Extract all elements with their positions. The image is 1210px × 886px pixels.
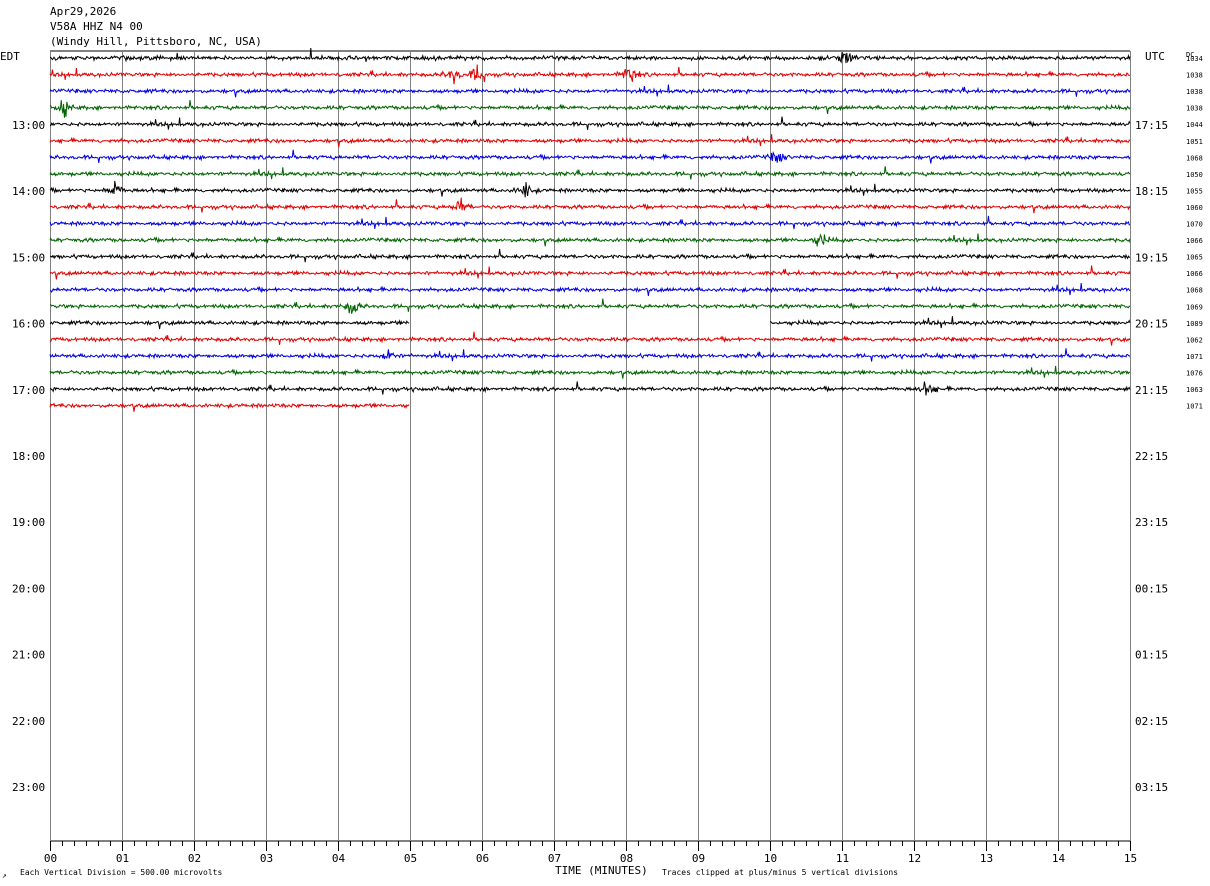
dc-offset-label: 1044 <box>1186 121 1203 129</box>
x-tick-label: 04 <box>332 852 346 865</box>
seismic-trace <box>50 197 1131 214</box>
dc-offset-label: 1034 <box>1186 55 1203 63</box>
dc-offset-label: 1066 <box>1186 237 1203 245</box>
seismic-trace <box>49 149 1131 164</box>
x-tick-label: 01 <box>116 852 129 865</box>
clip-note: Traces clipped at plus/minus 5 vertical … <box>662 868 898 877</box>
label-layer: EDT UTC DC TIME (MINUTES) Each Vertical … <box>0 50 1203 880</box>
seismic-trace <box>49 365 1130 379</box>
seismic-trace <box>50 116 1131 130</box>
seismic-trace <box>50 298 1131 314</box>
scale-note: Each Vertical Division = 500.00 microvol… <box>20 868 222 877</box>
seismic-trace <box>49 99 1131 118</box>
left-hour-label: 17:00 <box>12 384 45 397</box>
x-tick-label: 00 <box>44 852 57 865</box>
dc-offset-label: 1066 <box>1186 270 1203 278</box>
left-hour-label: 16:00 <box>12 318 45 331</box>
right-hour-label: 23:15 <box>1135 516 1168 529</box>
x-tick-label: 08 <box>620 852 633 865</box>
x-tick-label: 10 <box>764 852 777 865</box>
dc-offset-label: 1050 <box>1186 171 1203 179</box>
left-zone-label: EDT <box>0 50 20 63</box>
left-hour-label: 22:00 <box>12 715 45 728</box>
dc-offset-label: 1068 <box>1186 287 1203 295</box>
left-hour-label: 20:00 <box>12 582 45 595</box>
header-station: V58A HHZ N4 00 <box>50 20 143 33</box>
seismic-trace <box>49 331 1131 346</box>
seismic-trace <box>49 248 1131 263</box>
seismic-trace <box>49 348 1131 362</box>
seismic-trace <box>49 166 1131 180</box>
seismic-trace <box>49 84 1131 98</box>
seismic-trace <box>49 319 410 330</box>
x-tick-label: 05 <box>404 852 417 865</box>
x-tick-label: 11 <box>836 852 849 865</box>
dc-offset-label: 1070 <box>1186 221 1203 229</box>
x-tick-label: 14 <box>1052 852 1066 865</box>
x-tick-label: 03 <box>260 852 273 865</box>
seismic-trace <box>770 316 1131 329</box>
seismic-trace <box>49 381 1131 396</box>
right-hour-label: 20:15 <box>1135 318 1168 331</box>
x-axis-title: TIME (MINUTES) <box>555 864 648 877</box>
right-hour-label: 17:15 <box>1135 119 1168 132</box>
seismic-trace <box>49 64 1131 85</box>
right-hour-label: 01:15 <box>1135 649 1168 662</box>
left-hour-label: 23:00 <box>12 781 45 794</box>
seismic-trace <box>49 401 410 412</box>
left-hour-label: 21:00 <box>12 649 45 662</box>
dc-offset-label: 1071 <box>1186 403 1203 411</box>
left-hour-label: 14:00 <box>12 185 45 198</box>
grid-layer <box>50 50 1131 851</box>
right-hour-label: 02:15 <box>1135 715 1168 728</box>
seismic-trace <box>49 265 1131 280</box>
right-hour-label: 00:15 <box>1135 582 1168 595</box>
trace-layer <box>49 47 1131 412</box>
right-hour-label: 18:15 <box>1135 185 1168 198</box>
dc-offset-label: 1089 <box>1186 320 1203 328</box>
dc-offset-label: 1068 <box>1186 154 1203 162</box>
right-hour-label: 19:15 <box>1135 251 1168 264</box>
dc-offset-label: 1069 <box>1186 303 1203 311</box>
x-tick-label: 13 <box>980 852 993 865</box>
dc-offset-label: 1062 <box>1186 336 1203 344</box>
dc-label: DC <box>1186 51 1194 59</box>
dc-offset-label: 1038 <box>1186 88 1203 96</box>
left-hour-label: 13:00 <box>12 119 45 132</box>
x-tick-label: 02 <box>188 852 201 865</box>
dc-offset-label: 1038 <box>1186 72 1203 80</box>
dc-offset-label: 1055 <box>1186 187 1203 195</box>
header-date: Apr29,2026 <box>50 5 117 18</box>
seismic-trace <box>49 134 1131 148</box>
x-tick-label: 12 <box>908 852 921 865</box>
seismic-trace <box>49 233 1131 247</box>
left-hour-label: 19:00 <box>12 516 45 529</box>
right-hour-label: 03:15 <box>1135 781 1168 794</box>
seismic-trace <box>49 180 1131 198</box>
right-hour-label: 22:15 <box>1135 450 1168 463</box>
dc-offset-label: 1076 <box>1186 369 1203 377</box>
seismic-trace <box>49 215 1131 230</box>
x-tick-label: 15 <box>1124 852 1137 865</box>
left-hour-label: 15:00 <box>12 251 45 264</box>
x-tick-label: 07 <box>548 852 561 865</box>
dc-offset-label: 1071 <box>1186 353 1203 361</box>
dc-offset-label: 1065 <box>1186 254 1203 262</box>
dc-offset-label: 1051 <box>1186 138 1203 146</box>
dc-offset-label: 1060 <box>1186 204 1203 212</box>
x-tick-label: 09 <box>692 852 705 865</box>
header-location: (Windy Hill, Pittsboro, NC, USA) <box>50 35 262 48</box>
dc-offset-label: 1063 <box>1186 386 1203 394</box>
corner-mark: ↗ <box>2 871 7 880</box>
x-tick-label: 06 <box>476 852 489 865</box>
right-zone-label: UTC <box>1145 50 1165 63</box>
seismic-trace <box>50 283 1131 296</box>
right-hour-label: 21:15 <box>1135 384 1168 397</box>
seismic-trace <box>49 47 1131 64</box>
dc-offset-label: 1038 <box>1186 105 1203 113</box>
left-hour-label: 18:00 <box>12 450 45 463</box>
